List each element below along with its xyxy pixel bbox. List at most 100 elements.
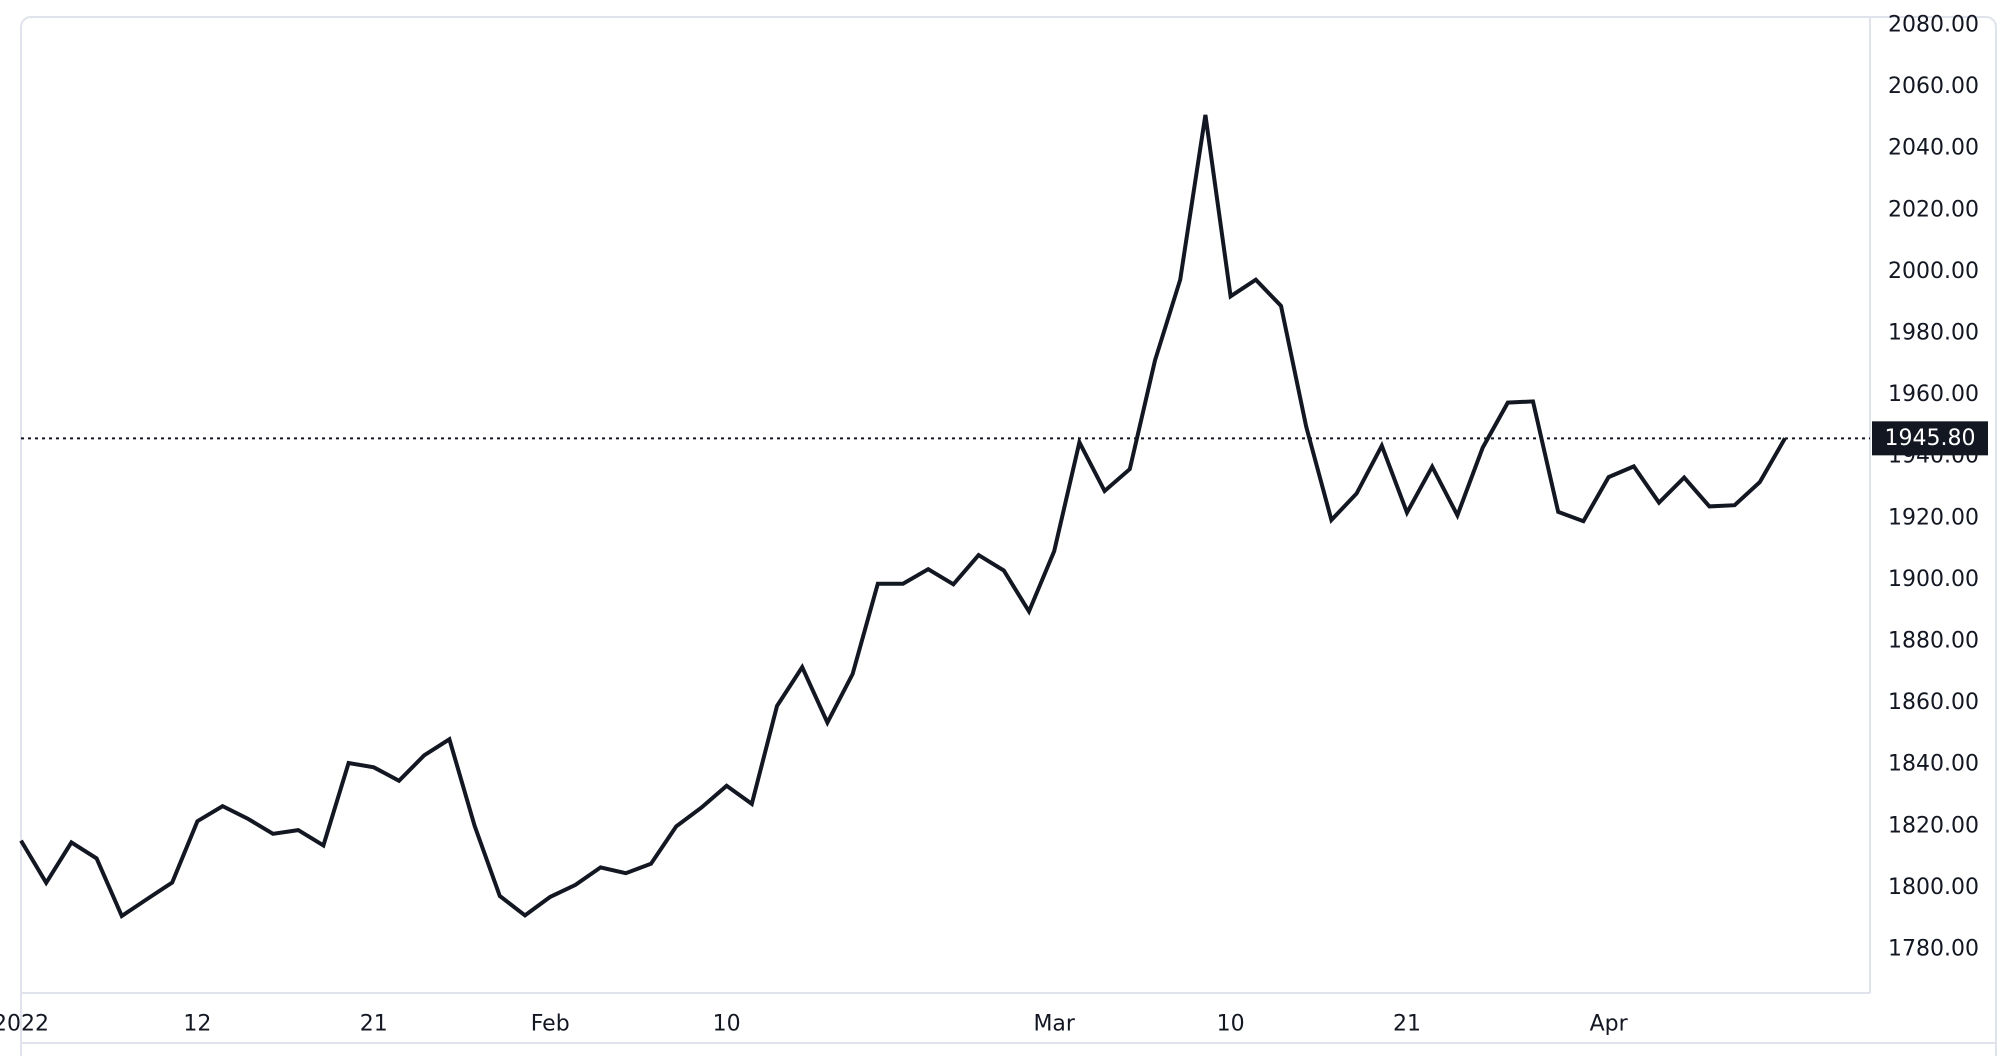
price-point: [1278, 303, 1284, 309]
price-point: [522, 912, 528, 918]
price-point: [925, 566, 931, 572]
price-point: [1379, 443, 1385, 449]
price-point: [1757, 479, 1763, 485]
price-point: [1328, 517, 1334, 523]
price-point: [1228, 293, 1234, 299]
price-point: [1354, 490, 1360, 496]
current-price-badge-bg: [1872, 421, 1988, 456]
x-tick-label: Apr: [1590, 1012, 1629, 1037]
price-point: [774, 703, 780, 709]
current-price-label: 1945.80: [1885, 426, 1976, 451]
y-tick-label: 2040.00: [1888, 136, 1979, 161]
price-point: [68, 839, 74, 845]
price-point: [1202, 112, 1208, 118]
price-point: [43, 880, 49, 886]
price-point: [1177, 277, 1183, 283]
price-point: [169, 879, 175, 885]
price-point: [1076, 439, 1082, 445]
price-point: [472, 823, 478, 829]
price-point: [572, 882, 578, 888]
chart-border: [20, 16, 1997, 1056]
price-point: [446, 736, 452, 742]
time-axis[interactable]: 2022 12 21 Feb 10 Mar 10 21 Apr: [0, 1012, 1629, 1037]
price-series-line[interactable]: [19, 114, 1787, 919]
price-point: [1505, 400, 1511, 406]
price-point: [799, 664, 805, 670]
x-tick-label: 21: [1393, 1012, 1421, 1037]
price-point: [1480, 445, 1486, 451]
price-point: [976, 552, 982, 558]
y-tick-label: 2020.00: [1888, 197, 1979, 222]
x-tick-label: 10: [713, 1012, 741, 1037]
price-point: [1631, 463, 1637, 469]
price-point: [950, 581, 956, 587]
x-tick-label: 21: [360, 1012, 388, 1037]
price-point: [1253, 277, 1259, 283]
y-tick-label: 1920.00: [1888, 505, 1979, 530]
price-point: [320, 843, 326, 849]
price-point: [371, 764, 377, 770]
price-point: [724, 783, 730, 789]
price-point: [547, 894, 553, 900]
price-point: [1152, 357, 1158, 363]
price-point: [850, 671, 856, 677]
x-tick-label: 10: [1217, 1012, 1245, 1037]
price-point: [1606, 474, 1612, 480]
price-point: [1026, 608, 1032, 614]
price-point: [1706, 503, 1712, 509]
price-point: [875, 581, 881, 587]
price-point: [749, 801, 755, 807]
x-tick-label: Feb: [531, 1012, 570, 1037]
y-tick-label: 2000.00: [1888, 259, 1979, 284]
price-point: [94, 855, 100, 861]
price-point: [194, 818, 200, 824]
price-axis[interactable]: 1780.00 1800.00 1820.00 1840.00 1860.00 1880.…: [1888, 13, 1979, 962]
price-point: [396, 778, 402, 784]
price-point: [1530, 398, 1536, 404]
y-tick-label: 1800.00: [1888, 875, 1979, 900]
price-point: [900, 581, 906, 587]
price-point: [623, 870, 629, 876]
price-point: [119, 913, 125, 919]
price-point: [1404, 510, 1410, 516]
price-point: [270, 831, 276, 837]
price-point: [18, 838, 24, 844]
price-point: [220, 803, 226, 809]
price-point: [1102, 488, 1108, 494]
current-price-badge: 1945.80: [1872, 421, 1988, 456]
price-point: [824, 720, 830, 726]
price-point: [698, 805, 704, 811]
y-tick-label: 2080.00: [1888, 13, 1979, 38]
price-point: [346, 760, 352, 766]
y-tick-label: 1960.00: [1888, 382, 1979, 407]
price-point: [295, 827, 301, 833]
y-tick-label: 1820.00: [1888, 813, 1979, 838]
price-point: [1001, 567, 1007, 573]
price-point: [1303, 424, 1309, 430]
price-point: [497, 893, 503, 899]
price-point: [1429, 464, 1435, 470]
price-point: [1051, 548, 1057, 554]
price-point: [1580, 518, 1586, 524]
y-tick-label: 1780.00: [1888, 937, 1979, 962]
y-tick-label: 1840.00: [1888, 752, 1979, 777]
price-point: [1732, 502, 1738, 508]
y-tick-label: 1880.00: [1888, 629, 1979, 654]
x-tick-label: Mar: [1033, 1012, 1075, 1037]
x-tick-label: 2022: [0, 1012, 49, 1037]
price-point: [1681, 474, 1687, 480]
y-tick-label: 2060.00: [1888, 74, 1979, 99]
y-tick-label: 1900.00: [1888, 567, 1979, 592]
price-point: [1656, 500, 1662, 506]
price-point: [1454, 512, 1460, 518]
price-point: [144, 896, 150, 902]
price-point: [421, 752, 427, 758]
price-point: [673, 823, 679, 829]
x-tick-label: 12: [183, 1012, 211, 1037]
price-point: [648, 861, 654, 867]
price-point: [1127, 466, 1133, 472]
price-point: [1555, 509, 1561, 515]
price-point: [245, 816, 251, 822]
